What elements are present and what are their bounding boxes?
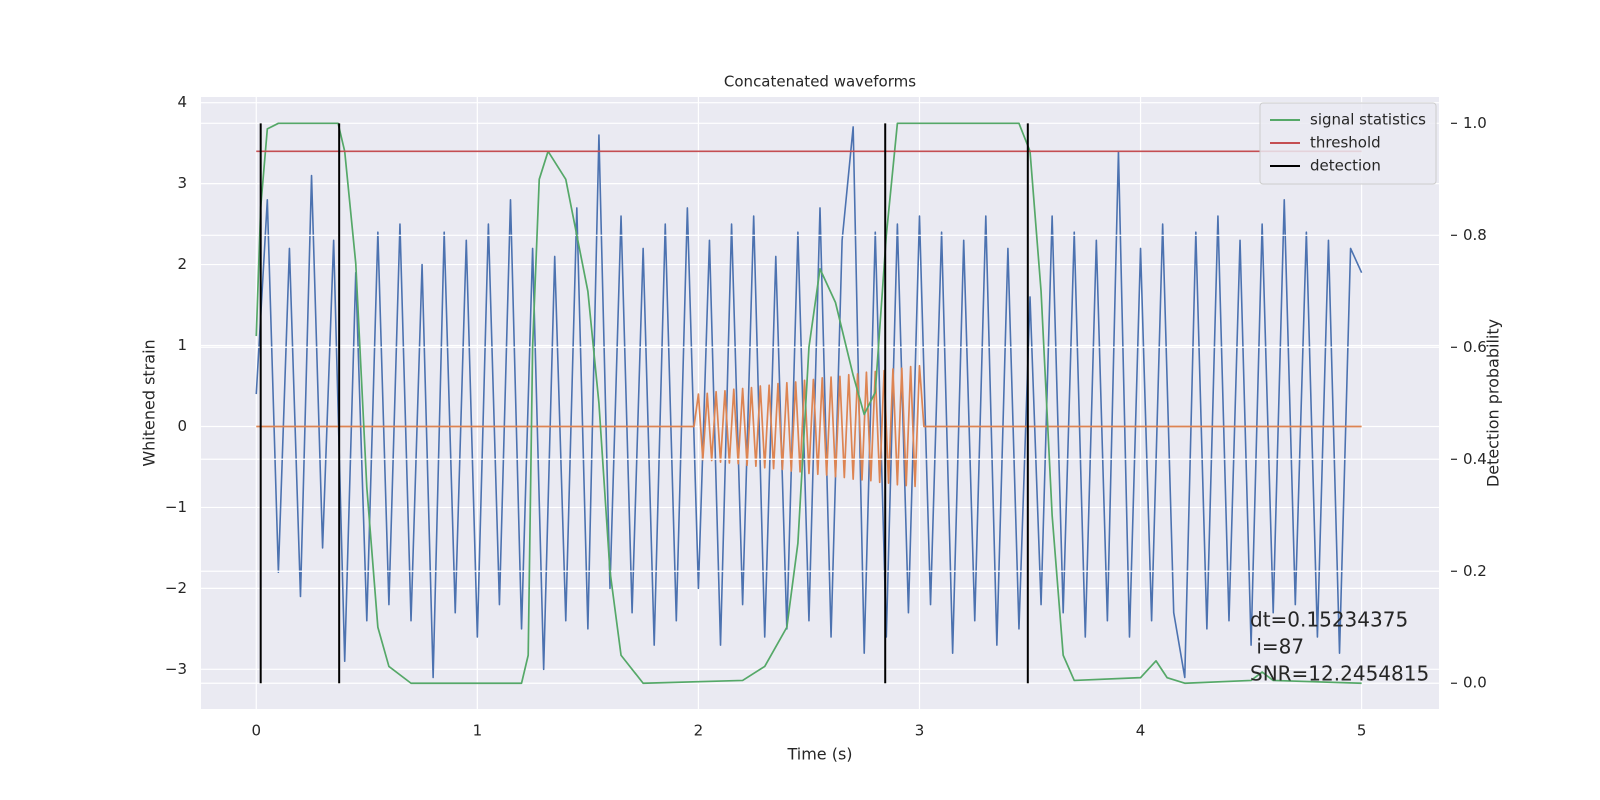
annotation: i=87 bbox=[1250, 635, 1304, 659]
x-tick-label: 1 bbox=[473, 722, 483, 740]
plot-area bbox=[201, 122, 1439, 685]
chart-title: Concatenated waveforms bbox=[724, 73, 916, 91]
x-tick-label: 4 bbox=[1136, 722, 1146, 740]
y2-tick-label: 0.0 bbox=[1463, 674, 1487, 692]
legend-label: detection bbox=[1310, 157, 1381, 175]
y2-tick-label: 1.0 bbox=[1463, 114, 1487, 132]
x-tick-label: 3 bbox=[915, 722, 925, 740]
legend-label: signal statistics bbox=[1310, 111, 1426, 129]
x-tick-label: 5 bbox=[1357, 722, 1367, 740]
plot-background bbox=[201, 97, 1439, 709]
y-tick-label: −2 bbox=[165, 579, 187, 597]
annotation: dt=0.15234375 bbox=[1250, 608, 1408, 632]
series-line bbox=[255, 122, 1362, 685]
y-tick-label: 2 bbox=[177, 255, 187, 273]
y2-axis-label: Detection probability bbox=[1484, 319, 1503, 487]
x-tick-label: 2 bbox=[694, 722, 704, 740]
y-tick-label: 0 bbox=[177, 417, 187, 435]
annotation: SNR=12.2454815 bbox=[1250, 662, 1429, 686]
y-axis-label: Whitened strain bbox=[140, 339, 159, 466]
x-axis-label: Time (s) bbox=[786, 745, 852, 764]
y-tick-label: 3 bbox=[177, 174, 187, 192]
y2-tick-label: 0.4 bbox=[1463, 450, 1487, 468]
x-tick-label: 0 bbox=[251, 722, 261, 740]
y2-tick-label: 0.8 bbox=[1463, 226, 1487, 244]
legend-label: threshold bbox=[1310, 134, 1381, 152]
y2-tick-label: 0.2 bbox=[1463, 562, 1487, 580]
y-tick-label: −3 bbox=[165, 660, 187, 678]
legend-box bbox=[1259, 102, 1437, 185]
series-line bbox=[255, 126, 1363, 679]
y2-tick-label: 0.6 bbox=[1463, 338, 1487, 356]
series-line bbox=[256, 364, 1362, 488]
y-tick-label: 1 bbox=[177, 336, 187, 354]
y-tick-label: 4 bbox=[177, 93, 187, 111]
y-tick-label: −1 bbox=[165, 498, 187, 516]
